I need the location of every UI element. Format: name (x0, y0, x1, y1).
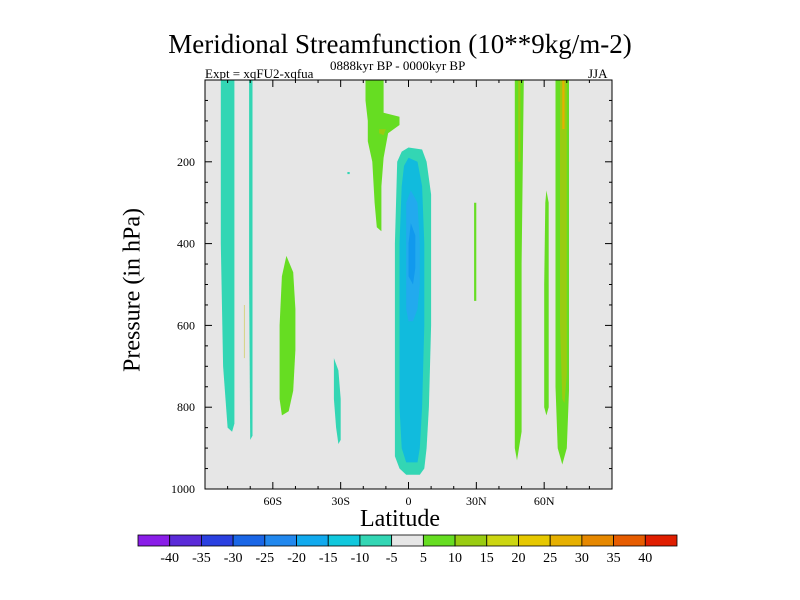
colorbar-label: -30 (224, 551, 243, 566)
x-tick-label: 30S (331, 494, 350, 508)
x-tick-label: 30N (466, 494, 487, 508)
contour-nh-midlat-band (514, 80, 524, 461)
colorbar-label: -10 (351, 551, 370, 566)
colorbar-label: 30 (575, 551, 589, 566)
period-label: 0888kyr BP - 0000kyr BP (330, 58, 466, 73)
contour-sh-thin-green-line (243, 305, 245, 359)
colorbar-label: 40 (638, 551, 652, 566)
chart-title: Meridional Streamfunction (10**9kg/m-2) (168, 29, 632, 59)
contour-sh-thin-band (249, 80, 253, 440)
colorbar-swatch (391, 534, 424, 547)
axes: 60S 30S 0 30N 60N 200 400 600 800 1000 (171, 79, 613, 508)
colorbar-label: 15 (480, 551, 494, 566)
colorbar-swatch (296, 534, 329, 547)
contour-sh-subtropic-negative (333, 358, 341, 444)
colorbar-label: -5 (386, 551, 398, 566)
season-label: JJA (588, 66, 608, 81)
colorbar-swatch (644, 534, 678, 547)
colorbar-swatch (232, 534, 266, 547)
contour-nh-60n-band (544, 190, 549, 416)
colorbar-label: -15 (319, 551, 338, 566)
colorbar-swatch (169, 534, 202, 547)
colorbar-swatch (264, 534, 297, 547)
contour-nh-midlat-inner (518, 80, 521, 162)
colorbar-swatch (327, 534, 361, 547)
y-tick-label: 800 (177, 400, 195, 414)
colorbar-swatch (486, 534, 519, 547)
contour-sh-polar-band (220, 80, 235, 432)
colorbar-swatch (201, 534, 234, 547)
contour-nh-subtropic-positive (474, 202, 477, 301)
colorbar-swatch (581, 534, 614, 547)
x-tick-label: 0 (406, 494, 412, 508)
x-axis-label: Latitude (360, 506, 440, 532)
plot-area (205, 80, 612, 489)
colorbar-label: 10 (448, 551, 462, 566)
colorbar-label: -35 (192, 551, 211, 566)
colorbar-swatch (422, 534, 456, 547)
colorbar-label: 20 (511, 551, 525, 566)
contour-tropical-upper-positive (365, 80, 400, 232)
colorbar: -40 -35 -30 -25 -20 -15 -10 -5 5 10 15 20 25 30 35 40 (137, 534, 678, 566)
colorbar-swatch (359, 534, 393, 547)
experiment-label: Expt = xqFU2-xqfua (205, 66, 314, 81)
colorbar-swatch (518, 534, 551, 547)
y-tick-label: 400 (177, 237, 195, 251)
colorbar-label: -20 (287, 551, 306, 566)
y-tick-label: 1000 (171, 482, 195, 496)
contour-nh-polar-inner (560, 80, 567, 404)
colorbar-swatch (137, 534, 171, 547)
x-tick-label: 60N (534, 494, 555, 508)
colorbar-label: -40 (160, 551, 179, 566)
colorbar-swatch (454, 534, 488, 547)
contour-nh-polar-inner-dark (562, 80, 565, 130)
colorbar-swatch (613, 534, 646, 547)
y-tick-label: 200 (177, 155, 195, 169)
x-tick-label: 60S (263, 494, 282, 508)
contour-sh-midlat-positive (279, 255, 296, 416)
contour-tropical-upper-inner (379, 129, 386, 136)
colorbar-swatch (549, 534, 583, 547)
contour-hadley-negative-inner (408, 223, 416, 285)
y-tick-label: 600 (177, 318, 195, 332)
colorbar-label: 5 (420, 551, 427, 566)
colorbar-label: 25 (543, 551, 557, 566)
colorbar-label: 35 (607, 551, 621, 566)
colorbar-label: -25 (255, 551, 274, 566)
contour-tropical-speck (347, 172, 350, 175)
